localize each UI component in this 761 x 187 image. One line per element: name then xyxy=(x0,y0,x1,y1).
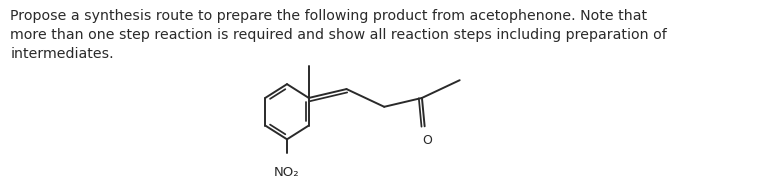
Text: NO₂: NO₂ xyxy=(274,166,300,179)
Text: Propose a synthesis route to prepare the following product from acetophenone. No: Propose a synthesis route to prepare the… xyxy=(11,9,667,61)
Text: O: O xyxy=(422,134,432,147)
